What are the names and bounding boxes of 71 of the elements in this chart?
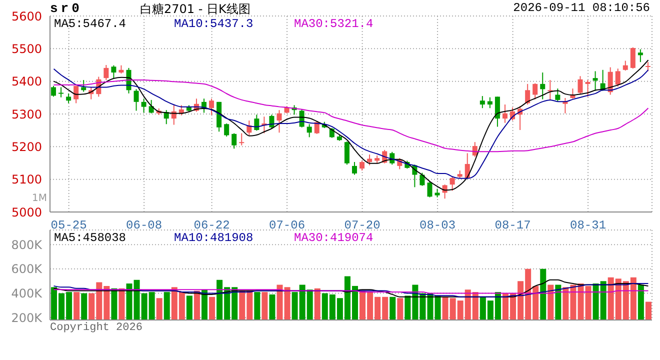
candlestick	[352, 162, 357, 176]
candlestick	[585, 80, 590, 98]
candlestick	[232, 132, 237, 150]
y-tick-label: 400K	[11, 286, 44, 301]
text: MA10:481908	[174, 231, 254, 245]
y-tick-label: 5300	[11, 107, 42, 122]
x-tick-label: 08-03	[420, 218, 456, 233]
y-tick-label: 5100	[11, 172, 42, 187]
candlestick	[306, 124, 312, 138]
candlestick	[276, 110, 282, 134]
candlestick	[58, 86, 64, 98]
x-tick-label: 08-17	[494, 218, 531, 233]
candlestick	[630, 46, 636, 70]
candlestick	[502, 104, 508, 124]
text: 2026-09-11 08:10:56	[513, 1, 650, 15]
candlestick	[480, 96, 485, 109]
candlestick	[209, 98, 214, 116]
x-tick-label: 05-25	[50, 218, 87, 233]
candlestick	[645, 62, 650, 72]
x-tick-label: 06-22	[194, 218, 230, 233]
text: MA10:5437.3	[174, 17, 254, 31]
candlestick	[51, 85, 56, 98]
y-tick-label: 5400	[11, 74, 42, 89]
candlestick	[344, 140, 350, 166]
y-tick-label: 5000	[11, 205, 42, 220]
text: Copyright 2026	[50, 322, 142, 334]
candlestick	[622, 60, 628, 72]
y-tick-label: 800K	[11, 238, 44, 252]
candlestick	[141, 98, 146, 114]
candlestick	[427, 180, 432, 198]
candlestick	[111, 64, 116, 80]
candlestick	[548, 80, 553, 100]
candlestick	[134, 88, 139, 112]
candlestick	[532, 82, 538, 100]
candlestick	[494, 96, 500, 128]
candlestick	[525, 83, 530, 106]
candlestick	[420, 172, 425, 186]
line-series	[53, 68, 649, 179]
candlestick	[104, 64, 109, 81]
candlestick	[367, 154, 372, 166]
candlestick	[615, 68, 620, 88]
text: MA5:458038	[54, 231, 128, 245]
candlestick	[592, 70, 598, 92]
text: MA5:5467.4	[54, 17, 128, 31]
x-tick-label: 07-06	[269, 218, 306, 233]
candlestick	[66, 92, 72, 104]
y-tick-label: 5200	[11, 140, 42, 154]
y-tick-label: 600K	[11, 262, 44, 276]
text: MA30:5321.4	[294, 17, 374, 31]
text: MA30:419074	[294, 231, 374, 245]
candlestick	[360, 160, 365, 172]
candlestick	[540, 72, 546, 100]
candlestick	[239, 132, 244, 146]
x-tick-label: 08-31	[570, 218, 606, 233]
x-tick-label: 06-08	[126, 218, 162, 233]
candlestick	[81, 80, 86, 92]
candlestick	[224, 122, 230, 138]
candlestick	[254, 114, 260, 132]
candlestick	[578, 76, 583, 95]
y-tick-label: 5600	[11, 9, 42, 24]
chart-title: 白糖2701 - 日K线图	[140, 1, 250, 18]
chart-subtitle: sr0	[50, 1, 82, 16]
x-tick-label: 07-20	[344, 218, 380, 233]
y-tick-label: 200K	[11, 310, 44, 325]
y-tick-label: 5500	[11, 42, 42, 56]
candlestick	[487, 96, 492, 109]
candlestick	[269, 114, 274, 129]
candlestick	[450, 176, 455, 192]
candlestick	[555, 88, 560, 102]
text: 1M	[32, 193, 47, 204]
candlestick	[638, 48, 643, 63]
